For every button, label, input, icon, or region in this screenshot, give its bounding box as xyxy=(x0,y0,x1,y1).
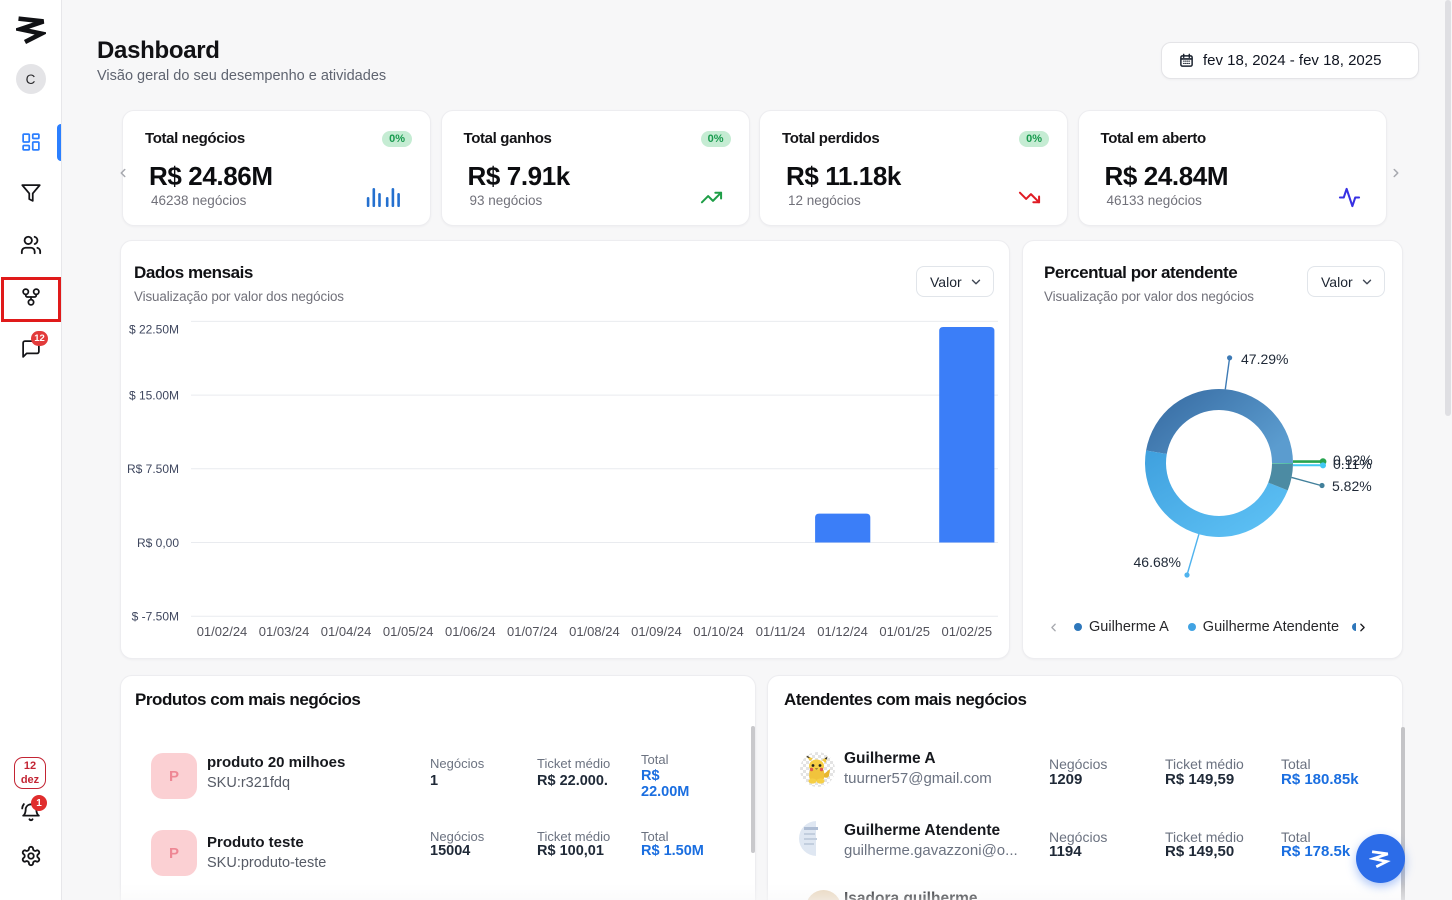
svg-text:01/02/25: 01/02/25 xyxy=(941,624,992,639)
svg-text:01/10/24: 01/10/24 xyxy=(693,624,744,639)
svg-text:01/03/24: 01/03/24 xyxy=(259,624,310,639)
svg-text:0.92%: 0.92% xyxy=(1333,452,1373,468)
svg-text:01/08/24: 01/08/24 xyxy=(569,624,620,639)
svg-text:47.29%: 47.29% xyxy=(1241,351,1288,367)
svg-text:01/09/24: 01/09/24 xyxy=(631,624,682,639)
svg-text:01/02/24: 01/02/24 xyxy=(197,624,248,639)
svg-text:01/05/24: 01/05/24 xyxy=(383,624,434,639)
svg-text:01/06/24: 01/06/24 xyxy=(445,624,496,639)
svg-text:R$ 0,00: R$ 0,00 xyxy=(137,536,179,550)
svg-text:$ 22.50M: $ 22.50M xyxy=(129,323,179,337)
svg-text:01/12/24: 01/12/24 xyxy=(817,624,868,639)
svg-text:R$ 7.50M: R$ 7.50M xyxy=(127,462,179,476)
svg-text:01/11/24: 01/11/24 xyxy=(756,624,806,639)
svg-text:$ 15.00M: $ 15.00M xyxy=(129,389,179,403)
svg-text:5.82%: 5.82% xyxy=(1332,478,1372,494)
svg-text:01/04/24: 01/04/24 xyxy=(321,624,372,639)
svg-text:0.11%: 0.11% xyxy=(1333,456,1372,472)
svg-text:$ -7.50M: $ -7.50M xyxy=(132,610,179,624)
svg-text:46.68%: 46.68% xyxy=(1134,554,1181,570)
svg-text:01/07/24: 01/07/24 xyxy=(507,624,558,639)
svg-text:01/01/25: 01/01/25 xyxy=(879,624,930,639)
